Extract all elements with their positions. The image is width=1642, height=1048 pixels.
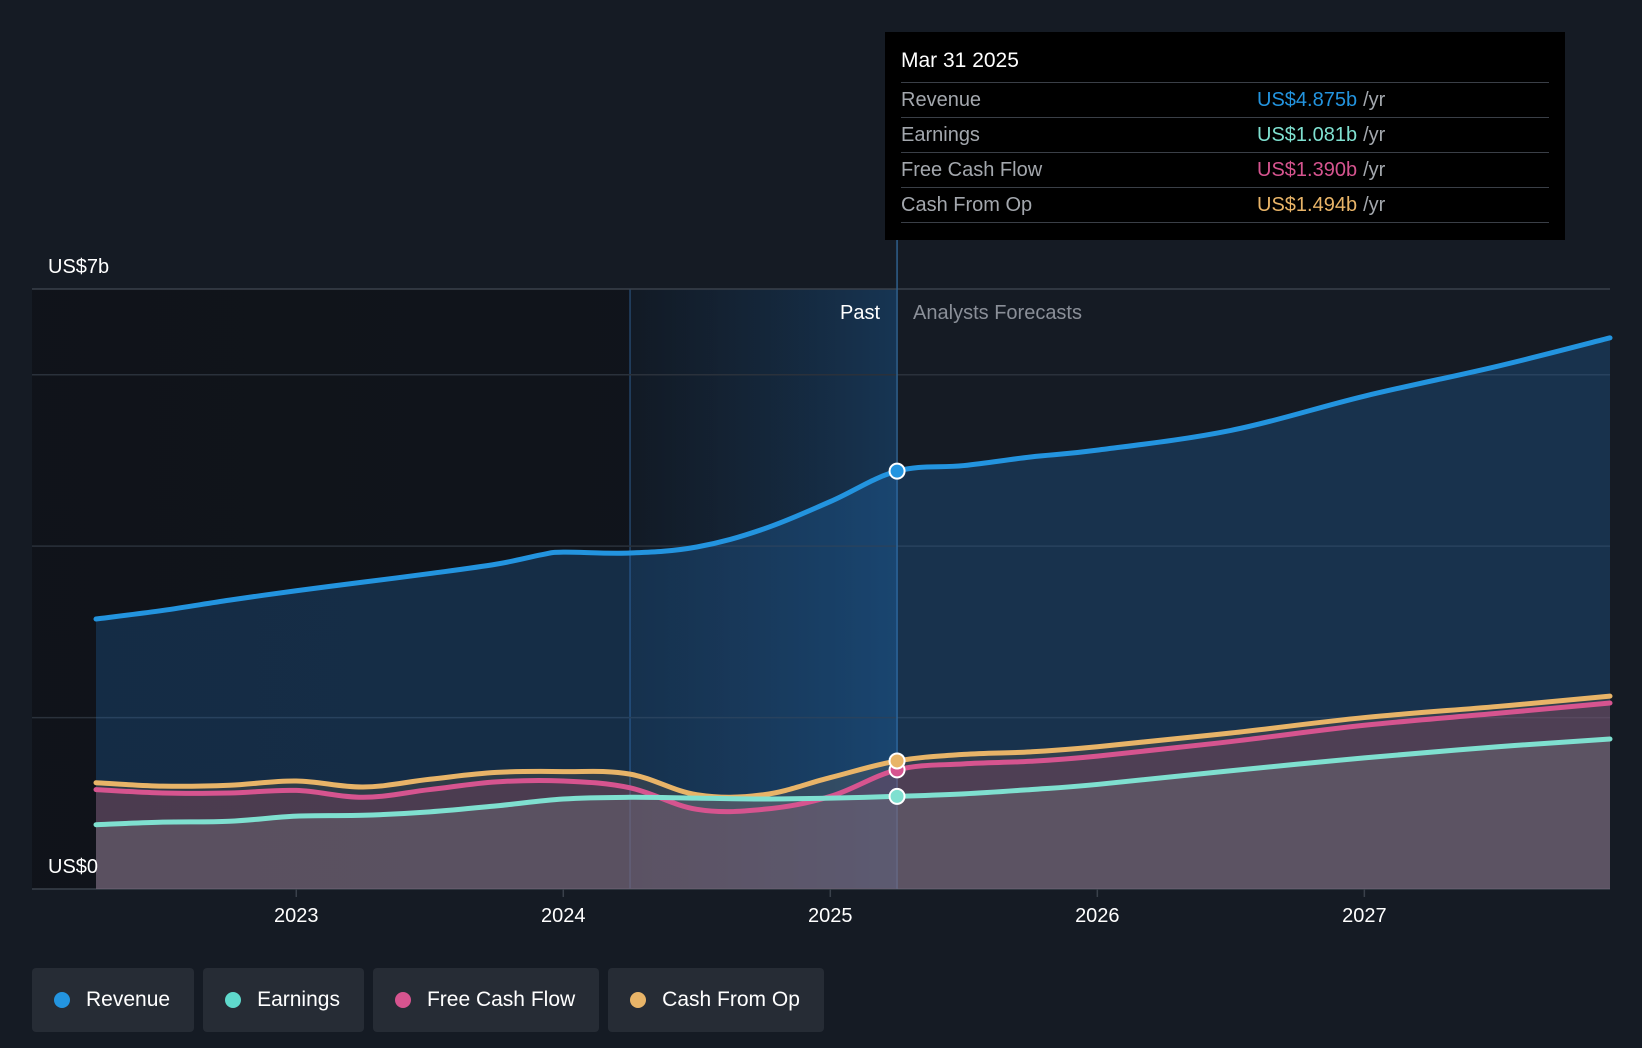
tooltip-unit: /yr: [1363, 159, 1386, 181]
tooltip-row-cash-from-op: Cash From Op US$1.494b /yr: [901, 187, 1549, 223]
tooltip-value: US$1.390b: [1257, 159, 1358, 181]
tooltip-date: Mar 31 2025: [901, 49, 1019, 72]
tooltip-value: US$1.081b: [1257, 124, 1358, 146]
y-tick-label: US$7b: [48, 256, 109, 278]
revenue-marker: [888, 462, 906, 480]
tooltip-name: Earnings: [901, 124, 980, 146]
x-tick-label: 2023: [274, 905, 319, 927]
tooltip-value: US$1.494b: [1257, 194, 1358, 216]
tooltip-name: Free Cash Flow: [901, 159, 1043, 181]
legend-dot-icon: [225, 992, 242, 1008]
tooltip-unit: /yr: [1363, 124, 1386, 146]
tooltip-unit: /yr: [1363, 89, 1386, 111]
free-cash-flow-line: [93, 700, 1613, 815]
tooltip-row-revenue: Revenue US$4.875b /yr: [901, 82, 1549, 117]
tooltip-name: Cash From Op: [901, 194, 1033, 216]
tooltip-row-earnings: Earnings US$1.081b /yr: [901, 117, 1549, 152]
legend-item-free-cash-flow[interactable]: Free Cash Flow: [372, 968, 600, 1032]
tooltip-value: US$4.875b: [1257, 89, 1358, 111]
x-tick-label: 2026: [1075, 905, 1120, 927]
legend-item-earnings[interactable]: Earnings: [203, 968, 364, 1032]
earnings-area: [96, 739, 1610, 889]
cash-from-op-area: [96, 696, 1610, 889]
tooltip-row-free-cash-flow: Free Cash Flow US$1.390b /yr: [901, 152, 1549, 187]
legend-label: Earnings: [257, 988, 340, 1011]
legend-item-cash-from-op[interactable]: Cash From Op: [608, 968, 824, 1032]
legend-item-revenue[interactable]: Revenue: [32, 968, 195, 1032]
cash-from-op-line: [93, 693, 1613, 800]
earnings-marker: [888, 787, 906, 805]
legend-label: Cash From Op: [662, 988, 800, 1011]
legend-dot-icon: [54, 992, 70, 1008]
y-tick-label: US$0: [48, 856, 98, 878]
tooltip-name: Revenue: [901, 89, 982, 111]
tooltip-unit: /yr: [1363, 194, 1386, 216]
legend-label: Free Cash Flow: [426, 988, 576, 1011]
legend-dot-icon: [394, 992, 411, 1008]
forecast-label: Analysts Forecasts: [913, 302, 1082, 324]
legend: Revenue Earnings Free Cash Flow Cash Fro…: [32, 968, 824, 1032]
tooltip: Mar 31 2025 Revenue US$4.875b /yr Earnin…: [885, 32, 1565, 240]
revenue-line: [93, 335, 1613, 622]
legend-dot-icon: [630, 992, 647, 1008]
x-tick-label: 2024: [541, 905, 586, 927]
past-label: Past: [840, 302, 880, 324]
revenue-area: [96, 337, 1610, 889]
x-tick-label: 2025: [808, 905, 853, 927]
earnings-line: [93, 736, 1613, 828]
x-tick-label: 2027: [1342, 905, 1387, 927]
legend-label: Revenue: [86, 988, 171, 1011]
cash-from-op-marker: [888, 752, 906, 770]
